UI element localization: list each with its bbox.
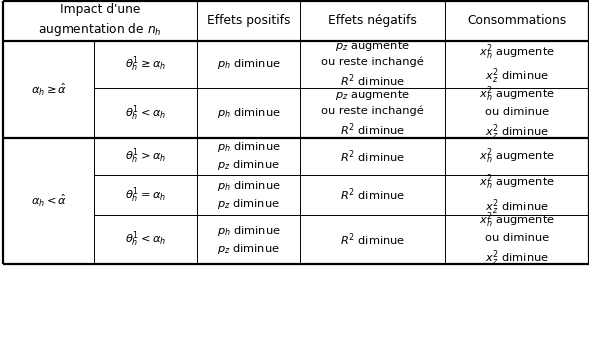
Text: $R^2$ diminue: $R^2$ diminue <box>340 231 405 248</box>
Text: $p_h$ diminue
$p_z$ diminue: $p_h$ diminue $p_z$ diminue <box>217 223 281 256</box>
Text: $p_h$ diminue: $p_h$ diminue <box>217 106 281 120</box>
Text: $p_z$ augmente
ou reste inchangé
$R^2$ diminue: $p_z$ augmente ou reste inchangé $R^2$ d… <box>321 39 424 89</box>
Text: $x_h^2$ augmente
ou diminue
$x_z^2$ diminue: $x_h^2$ augmente ou diminue $x_z^2$ dimi… <box>479 211 555 268</box>
Text: Effets négatifs: Effets négatifs <box>328 14 417 27</box>
Text: $x_h^2$ augmente
ou diminue
$x_z^2$ diminue: $x_h^2$ augmente ou diminue $x_z^2$ dimi… <box>479 84 555 142</box>
Text: $x_h^2$ augmente: $x_h^2$ augmente <box>479 147 555 166</box>
Text: $R^2$ diminue: $R^2$ diminue <box>340 148 405 165</box>
Text: $p_h$ diminue
$p_z$ diminue: $p_h$ diminue $p_z$ diminue <box>217 140 281 172</box>
Text: $\theta_h^1 < \alpha_h$: $\theta_h^1 < \alpha_h$ <box>125 230 166 249</box>
Text: Effets positifs: Effets positifs <box>207 14 290 27</box>
Text: $p_z$ augmente
ou reste inchangé
$R^2$ diminue: $p_z$ augmente ou reste inchangé $R^2$ d… <box>321 88 424 138</box>
Text: $\alpha_h < \hat{\alpha}$: $\alpha_h < \hat{\alpha}$ <box>31 193 67 209</box>
Text: $\theta_h^1 > \alpha_h$: $\theta_h^1 > \alpha_h$ <box>125 147 166 166</box>
Text: $\theta_h^1 = \alpha_h$: $\theta_h^1 = \alpha_h$ <box>125 185 166 205</box>
Text: $\theta_h^1 < \alpha_h$: $\theta_h^1 < \alpha_h$ <box>125 103 166 123</box>
Text: Impact d'une
augmentation de $n_h$: Impact d'une augmentation de $n_h$ <box>38 3 162 38</box>
Text: $\alpha_h \geq \hat{\alpha}$: $\alpha_h \geq \hat{\alpha}$ <box>31 81 67 98</box>
Text: $p_h$ diminue
$p_z$ diminue: $p_h$ diminue $p_z$ diminue <box>217 179 281 211</box>
Text: $p_h$ diminue: $p_h$ diminue <box>217 57 281 71</box>
Text: $x_h^2$ augmente
$x_z^2$ diminue: $x_h^2$ augmente $x_z^2$ diminue <box>479 42 555 86</box>
Text: $R^2$ diminue: $R^2$ diminue <box>340 187 405 203</box>
Text: $x_h^2$ augmente
$x_z^2$ diminue: $x_h^2$ augmente $x_z^2$ diminue <box>479 173 555 217</box>
Text: Consommations: Consommations <box>467 14 567 27</box>
Text: $\theta_h^1 \geq \alpha_h$: $\theta_h^1 \geq \alpha_h$ <box>125 54 166 74</box>
